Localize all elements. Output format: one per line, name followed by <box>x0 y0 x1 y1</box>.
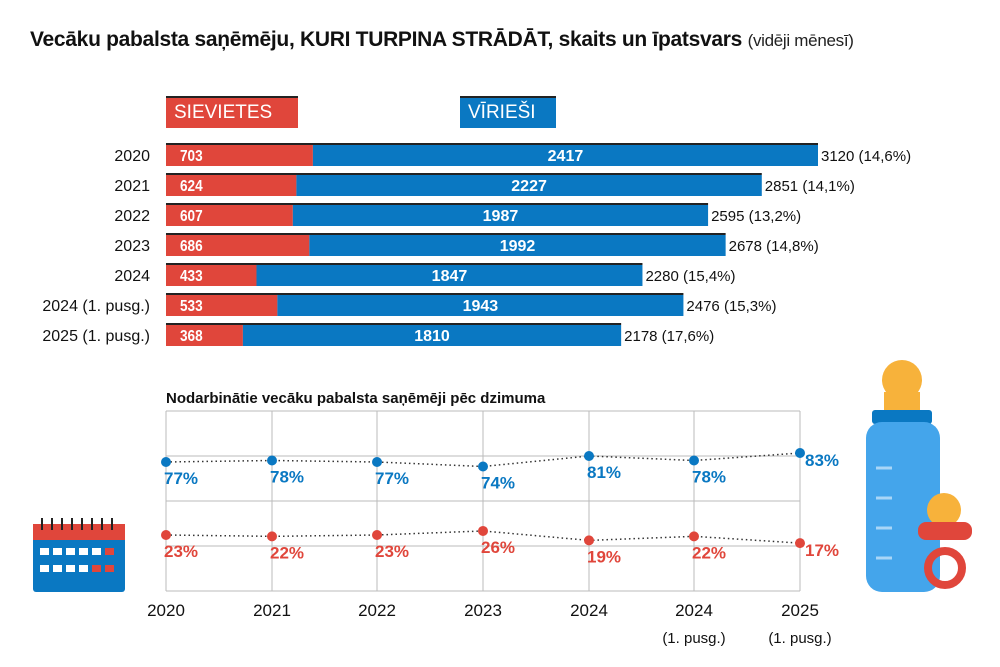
pacifier-icon <box>918 493 972 589</box>
point-label-men: 81% <box>587 463 621 482</box>
bar-women-value: 686 <box>180 238 203 255</box>
x-tick-label: 2024 <box>570 601 608 620</box>
line-chart-title: Nodarbinātie vecāku pabalsta saņēmēji pē… <box>166 390 546 407</box>
bar-men <box>256 265 643 286</box>
x-tick-sublabel: (1. pusg.) <box>662 630 725 647</box>
point-label-women: 19% <box>587 547 621 566</box>
bar-women <box>166 325 243 346</box>
bar-women-value: 624 <box>180 178 203 195</box>
point-women <box>161 530 171 540</box>
bar-women-value: 533 <box>180 298 203 315</box>
x-tick-label: 2022 <box>358 601 396 620</box>
x-tick-sublabel: (1. pusg.) <box>768 630 831 647</box>
bar-women <box>166 265 257 286</box>
x-tick-label: 2021 <box>253 601 291 620</box>
x-tick-label: 2023 <box>464 601 502 620</box>
point-women <box>372 530 382 540</box>
point-label-men: 77% <box>375 469 409 488</box>
bar-men <box>242 325 622 346</box>
bar-men-value: 2417 <box>548 148 584 165</box>
legend-women: SIEVIETES <box>166 96 298 128</box>
title-text: Vecāku pabalsta saņēmēju, KURI TURPINA S… <box>30 28 743 51</box>
point-label-women: 22% <box>692 543 726 562</box>
point-women <box>267 531 277 542</box>
point-label-women: 22% <box>270 543 304 562</box>
bar-men-value: 1943 <box>463 298 499 315</box>
bar-women <box>166 175 297 196</box>
bar-women-value: 607 <box>180 208 203 225</box>
bar-total-label: 2851 (14,1%) <box>765 178 855 195</box>
bar-category-label: 2021 <box>114 178 150 195</box>
point-label-men: 78% <box>270 468 304 487</box>
bar-women <box>166 145 313 166</box>
bar-category-label: 2022 <box>114 208 150 225</box>
legend-men: VĪRIEŠI <box>460 96 556 128</box>
baby-bottle-icon <box>866 360 940 592</box>
point-label-men: 77% <box>164 469 198 488</box>
bar-men <box>296 175 762 196</box>
bar-men <box>309 235 726 256</box>
point-men <box>584 451 594 461</box>
point-label-men: 83% <box>805 451 839 470</box>
x-tick-label: 2020 <box>147 601 185 620</box>
bar-women-value: 433 <box>180 268 203 285</box>
bar-total-label: 3120 (14,6%) <box>821 148 911 165</box>
bar-total-label: 2280 (15,4%) <box>645 268 735 285</box>
point-men <box>689 455 699 466</box>
point-label-women: 17% <box>805 541 839 560</box>
point-label-women: 23% <box>375 542 409 561</box>
bar-men <box>292 205 709 226</box>
bar-category-label: 2024 (1. pusg.) <box>42 298 150 315</box>
subtitle: (vidēji mēnesī) <box>747 31 854 50</box>
bar-men-value: 1810 <box>414 328 450 345</box>
bar-category-label: 2023 <box>114 238 150 255</box>
bar-women <box>166 205 293 226</box>
point-men <box>267 455 277 466</box>
x-tick-label: 2025 <box>781 601 819 620</box>
bar-total-label: 2678 (14,8%) <box>729 238 819 255</box>
bar-total-label: 2178 (17,6%) <box>624 328 714 345</box>
point-label-women: 26% <box>481 538 515 557</box>
point-men <box>161 457 171 467</box>
bar-men-value: 1987 <box>483 208 519 225</box>
point-men <box>795 448 805 458</box>
bar-men-value: 1847 <box>432 268 468 285</box>
point-label-men: 78% <box>692 468 726 487</box>
point-men <box>372 457 382 467</box>
bar-women-value: 368 <box>180 328 203 345</box>
bar-total-label: 2476 (15,3%) <box>686 298 776 315</box>
point-men <box>478 461 488 472</box>
bar-category-label: 2020 <box>114 148 150 165</box>
bar-category-label: 2024 <box>114 268 150 285</box>
page-title: Vecāku pabalsta saņēmēju, KURI TURPINA S… <box>30 28 854 52</box>
calendar-icon <box>33 518 125 592</box>
bar-men-value: 2227 <box>511 178 547 195</box>
bar-women <box>166 235 310 256</box>
point-women <box>795 538 805 549</box>
point-women <box>584 535 594 546</box>
bar-category-label: 2025 (1. pusg.) <box>42 328 150 345</box>
x-tick-label: 2024 <box>675 601 713 620</box>
point-label-women: 23% <box>164 542 198 561</box>
bar-total-label: 2595 (13,2%) <box>711 208 801 225</box>
bar-men <box>277 295 684 316</box>
point-women <box>689 531 699 542</box>
bar-men-value: 1992 <box>500 238 536 255</box>
point-women <box>478 525 488 536</box>
bar-women-value: 703 <box>180 148 203 165</box>
bar-women <box>166 295 278 316</box>
bar-men <box>312 145 818 166</box>
point-label-men: 74% <box>481 474 515 493</box>
